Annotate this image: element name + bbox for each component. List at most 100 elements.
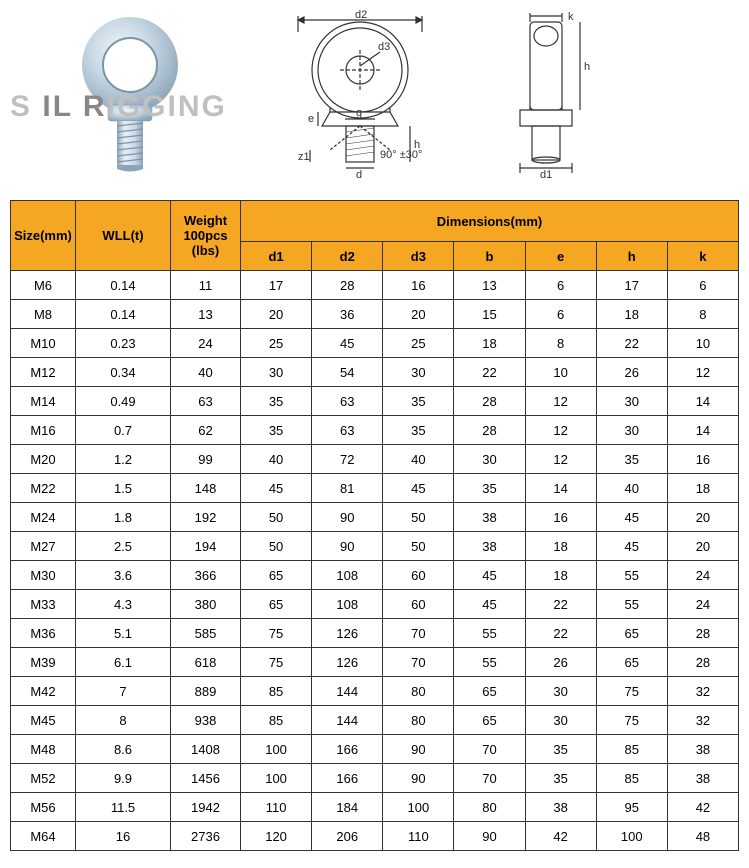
table-cell: 36 [312, 300, 383, 329]
table-cell: 90 [312, 532, 383, 561]
table-row: M365.1585751267055226528 [11, 619, 739, 648]
table-cell: 1.2 [76, 445, 171, 474]
table-cell: 11 [171, 271, 241, 300]
table-cell: M16 [11, 416, 76, 445]
table-cell: 85 [596, 735, 667, 764]
spec-table: Size(mm) WLL(t) Weight 100pcs (lbs) Dime… [10, 200, 739, 851]
table-cell: 0.49 [76, 387, 171, 416]
label-z1: z1 [298, 151, 310, 163]
table-cell: 70 [454, 764, 525, 793]
table-cell: 65 [596, 648, 667, 677]
table-cell: 63 [312, 387, 383, 416]
table-cell: 70 [383, 648, 454, 677]
table-cell: M6 [11, 271, 76, 300]
table-cell: M22 [11, 474, 76, 503]
table-cell: 18 [596, 300, 667, 329]
table-cell: 65 [241, 561, 312, 590]
table-cell: 22 [525, 619, 596, 648]
table-row: M241.819250905038164520 [11, 503, 739, 532]
table-cell: 9.9 [76, 764, 171, 793]
table-cell: 11.5 [76, 793, 171, 822]
table-cell: M64 [11, 822, 76, 851]
table-cell: M20 [11, 445, 76, 474]
table-cell: 24 [667, 590, 738, 619]
table-cell: 12 [525, 416, 596, 445]
table-cell: 75 [241, 619, 312, 648]
table-cell: M52 [11, 764, 76, 793]
table-cell: 50 [241, 532, 312, 561]
table-cell: 35 [454, 474, 525, 503]
table-cell: 110 [383, 822, 454, 851]
table-cell: 40 [241, 445, 312, 474]
table-cell: 18 [525, 532, 596, 561]
table-row: M5611.5194211018410080389542 [11, 793, 739, 822]
table-row: M160.76235633528123014 [11, 416, 739, 445]
table-cell: 0.34 [76, 358, 171, 387]
table-cell: M27 [11, 532, 76, 561]
table-cell: 72 [312, 445, 383, 474]
table-cell: 100 [241, 764, 312, 793]
table-row: M64162736120206110904210048 [11, 822, 739, 851]
table-cell: 6 [525, 271, 596, 300]
table-cell: 0.7 [76, 416, 171, 445]
table-cell: 6 [667, 271, 738, 300]
table-cell: 184 [312, 793, 383, 822]
table-cell: 28 [667, 648, 738, 677]
table-cell: 28 [454, 416, 525, 445]
table-cell: 35 [383, 416, 454, 445]
table-cell: 889 [171, 677, 241, 706]
table-cell: 25 [383, 329, 454, 358]
table-cell: 90 [383, 764, 454, 793]
table-cell: 30 [241, 358, 312, 387]
th-d2: d2 [312, 242, 383, 271]
table-cell: 75 [596, 677, 667, 706]
table-cell: 65 [241, 590, 312, 619]
table-cell: 2.5 [76, 532, 171, 561]
table-cell: 17 [596, 271, 667, 300]
table-cell: 99 [171, 445, 241, 474]
table-cell: 30 [596, 416, 667, 445]
table-cell: M33 [11, 590, 76, 619]
table-cell: M10 [11, 329, 76, 358]
table-row: M201.29940724030123516 [11, 445, 739, 474]
table-cell: 10 [525, 358, 596, 387]
table-row: M80.1413203620156188 [11, 300, 739, 329]
table-cell: M42 [11, 677, 76, 706]
table-cell: 55 [596, 561, 667, 590]
th-h: h [596, 242, 667, 271]
table-cell: 95 [596, 793, 667, 822]
table-cell: 63 [312, 416, 383, 445]
table-cell: 90 [383, 735, 454, 764]
table-cell: 192 [171, 503, 241, 532]
table-cell: 45 [596, 503, 667, 532]
table-cell: 63 [171, 387, 241, 416]
table-cell: 55 [454, 648, 525, 677]
table-cell: 75 [241, 648, 312, 677]
label-angle: 90° ±30° [380, 149, 422, 161]
th-k: k [667, 242, 738, 271]
table-cell: 55 [596, 590, 667, 619]
table-cell: 22 [596, 329, 667, 358]
table-cell: 0.23 [76, 329, 171, 358]
table-cell: 80 [383, 677, 454, 706]
table-cell: 126 [312, 648, 383, 677]
table-cell: M56 [11, 793, 76, 822]
table-row: M396.1618751267055266528 [11, 648, 739, 677]
table-cell: 81 [312, 474, 383, 503]
table-cell: M30 [11, 561, 76, 590]
table-cell: 60 [383, 561, 454, 590]
table-cell: 380 [171, 590, 241, 619]
table-cell: 35 [241, 416, 312, 445]
top-section: S IL RIGGING [10, 10, 739, 180]
table-cell: 32 [667, 677, 738, 706]
table-cell: 2736 [171, 822, 241, 851]
th-size: Size(mm) [11, 201, 76, 271]
table-cell: 6 [525, 300, 596, 329]
table-cell: 166 [312, 764, 383, 793]
table-cell: M12 [11, 358, 76, 387]
table-row: M140.496335633528123014 [11, 387, 739, 416]
table-cell: 60 [383, 590, 454, 619]
table-cell: 30 [596, 387, 667, 416]
table-cell: 166 [312, 735, 383, 764]
table-cell: 1.8 [76, 503, 171, 532]
